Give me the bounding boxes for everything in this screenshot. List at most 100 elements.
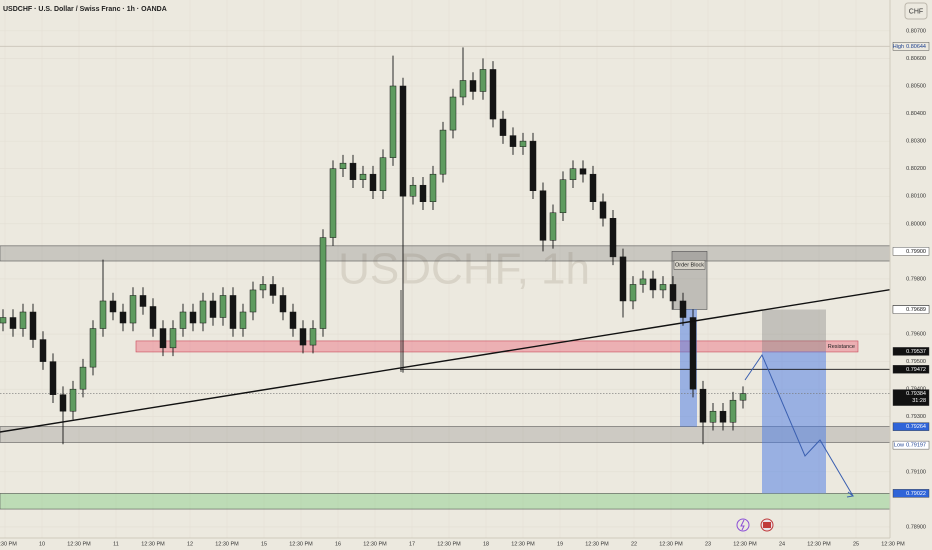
price-badge-label: 0.79197 xyxy=(906,443,926,449)
candle-body xyxy=(539,190,547,241)
candle-body xyxy=(189,311,197,324)
x-tick-label: 12 xyxy=(187,541,193,547)
x-tick-label: 25 xyxy=(853,541,859,547)
candle-body xyxy=(199,300,207,324)
candle-body xyxy=(159,328,167,349)
candle-body xyxy=(669,284,677,302)
candle-body xyxy=(679,300,687,318)
candle-body xyxy=(689,317,697,390)
zone-label: Order Block xyxy=(675,262,704,268)
event-icon[interactable] xyxy=(736,518,750,532)
price-badge-label: 0.79384 xyxy=(906,391,926,397)
candle-body xyxy=(549,212,557,241)
price-badge-label: 0.79022 xyxy=(906,491,926,497)
x-tick-label: 10 xyxy=(39,541,45,547)
candle-body xyxy=(249,289,257,313)
y-tick-label: 0.79500 xyxy=(906,359,926,365)
candle-body xyxy=(509,135,517,147)
candle-body xyxy=(279,295,287,313)
x-tick-label: 17 xyxy=(409,541,415,547)
x-tick-label: 18 xyxy=(483,541,489,547)
x-tick-label: 12:30 PM xyxy=(585,541,609,547)
candle-body xyxy=(709,410,717,423)
zone xyxy=(762,309,826,352)
x-tick-label: 12:30 PM xyxy=(0,541,17,547)
candle-body xyxy=(639,278,647,285)
candle-body xyxy=(569,168,577,180)
price-badge-label: 0.79689 xyxy=(906,307,926,313)
candle-body xyxy=(599,201,607,219)
candle-body xyxy=(479,69,487,92)
candle-body xyxy=(129,295,137,324)
candle-body xyxy=(149,306,157,329)
event-icon-glyph xyxy=(740,519,745,531)
y-tick-label: 0.79800 xyxy=(906,276,926,282)
candle-body xyxy=(49,361,57,395)
candle-body xyxy=(0,317,7,324)
candle-body xyxy=(369,173,377,191)
candle-body xyxy=(559,179,567,214)
x-tick-label: 12:30 PM xyxy=(733,541,757,547)
candle-body xyxy=(109,300,117,313)
x-tick-label: 12:30 PM xyxy=(67,541,91,547)
zone xyxy=(0,426,891,443)
x-tick-label: 12:30 PM xyxy=(437,541,461,547)
zone xyxy=(135,340,859,353)
candle-body xyxy=(19,311,27,329)
candle-body xyxy=(209,300,217,318)
currency-button[interactable] xyxy=(904,2,928,20)
candle-body xyxy=(739,393,747,401)
zone-label: Resistance xyxy=(828,344,855,350)
y-tick-label: 0.80400 xyxy=(906,111,926,117)
candle-body xyxy=(659,284,667,291)
y-tick-label: 0.78900 xyxy=(906,524,926,530)
candle-body xyxy=(139,295,147,307)
candle-body xyxy=(339,162,347,169)
y-tick-label: 0.80000 xyxy=(906,221,926,227)
candle-body xyxy=(329,168,337,238)
candle-body xyxy=(519,140,527,147)
candle-body xyxy=(9,317,17,329)
candle-body xyxy=(719,410,727,423)
candle-body xyxy=(119,311,127,324)
zone xyxy=(0,245,891,262)
x-tick-label: 24 xyxy=(779,541,785,547)
price-badge xyxy=(892,489,930,498)
candle-body xyxy=(399,85,407,197)
price-badge xyxy=(892,365,930,374)
price-axis: 0.80700 0.80600 0.80500 0.80400 0.80300 0.802… xyxy=(889,0,932,550)
zone-label-bg xyxy=(673,260,706,270)
candle-body xyxy=(729,399,737,423)
projection-arrow xyxy=(846,491,855,498)
price-badge-label: 0.79472 xyxy=(906,367,926,373)
x-tick-label: 19 xyxy=(557,541,563,547)
candle-body xyxy=(649,278,657,291)
candle-body xyxy=(39,339,47,362)
candle-body xyxy=(169,328,177,349)
price-axis-bg xyxy=(890,0,932,550)
candle-body xyxy=(449,96,457,131)
watermark: USDCHF, 1h xyxy=(338,245,590,294)
candle-body xyxy=(379,157,387,191)
candle-body xyxy=(269,284,277,296)
candles xyxy=(0,47,747,445)
price-tag: High xyxy=(893,44,904,50)
zone xyxy=(762,351,826,494)
candle-body xyxy=(179,311,187,329)
x-tick-label: 22 xyxy=(631,541,637,547)
candle-body xyxy=(29,311,37,340)
currency-label: CHF xyxy=(909,8,923,15)
y-tick-label: 0.79600 xyxy=(906,331,926,337)
candle-body xyxy=(629,284,637,302)
candle-body xyxy=(309,328,317,346)
candle-body xyxy=(259,284,267,291)
price-badge xyxy=(892,440,930,450)
candle-body xyxy=(469,80,477,92)
price-badge-label: 0.79264 xyxy=(906,424,926,430)
projection-path xyxy=(744,353,854,497)
chart-title: USDCHF · U.S. Dollar / Swiss Franc · 1h … xyxy=(3,6,167,13)
candle-body xyxy=(389,85,397,158)
price-badge-label: 0.80644 xyxy=(906,44,926,50)
price-badge-label: 0.79537 xyxy=(906,349,926,355)
